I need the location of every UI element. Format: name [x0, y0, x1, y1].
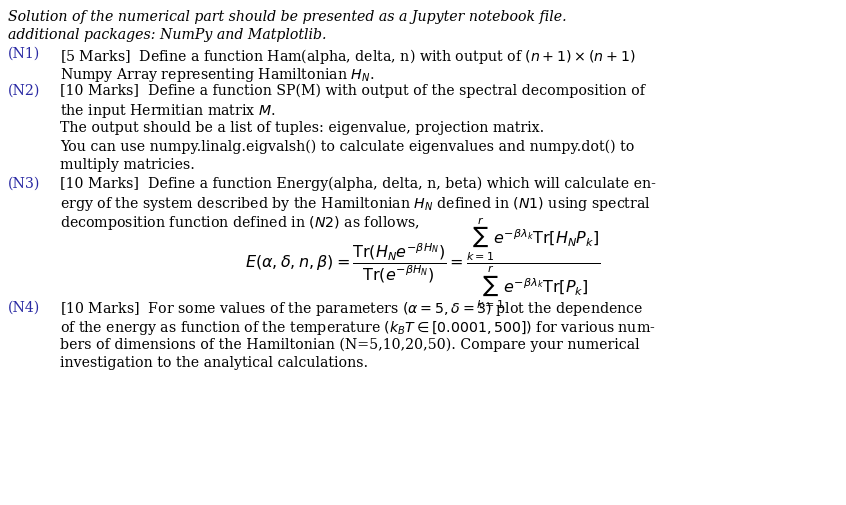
Text: $E(\alpha, \delta, n, \beta) = \dfrac{\mathrm{Tr}(H_N e^{-\beta H_N})}{\mathrm{T: $E(\alpha, \delta, n, \beta) = \dfrac{\m… — [245, 216, 601, 312]
Text: (N2): (N2) — [8, 84, 41, 98]
Text: [10 Marks]  For some values of the parameters $(\alpha=5, \delta=3)$ plot the de: [10 Marks] For some values of the parame… — [60, 300, 644, 319]
Text: [5 Marks]  Define a function Ham(alpha, delta, n) with output of $(n+1)\times(n+: [5 Marks] Define a function Ham(alpha, d… — [60, 47, 635, 66]
Text: additional packages: NumPy and Matplotlib.: additional packages: NumPy and Matplotli… — [8, 28, 327, 42]
Text: decomposition function defined in $(N2)$ as follows,: decomposition function defined in $(N2)$… — [60, 214, 420, 231]
Text: (N1): (N1) — [8, 47, 41, 61]
Text: ergy of the system described by the Hamiltonian $H_N$ defined in $(N1)$ using sp: ergy of the system described by the Hami… — [60, 195, 651, 213]
Text: (N4): (N4) — [8, 300, 41, 315]
Text: [10 Marks]  Define a function Energy(alpha, delta, n, beta) which will calculate: [10 Marks] Define a function Energy(alph… — [60, 177, 656, 191]
Text: investigation to the analytical calculations.: investigation to the analytical calculat… — [60, 356, 368, 370]
Text: bers of dimensions of the Hamiltonian (N=5,10,20,50). Compare your numerical: bers of dimensions of the Hamiltonian (N… — [60, 337, 640, 352]
Text: You can use numpy.linalg.eigvalsh() to calculate eigenvalues and numpy.dot() to: You can use numpy.linalg.eigvalsh() to c… — [60, 139, 635, 154]
Text: (N3): (N3) — [8, 177, 41, 190]
Text: of the energy as function of the temperature $(k_BT\in[0.0001, 500])$ for variou: of the energy as function of the tempera… — [60, 319, 656, 337]
Text: [10 Marks]  Define a function SP(M) with output of the spectral decomposition of: [10 Marks] Define a function SP(M) with … — [60, 84, 645, 98]
Text: the input Hermitian matrix $M$.: the input Hermitian matrix $M$. — [60, 103, 276, 121]
Text: Solution of the numerical part should be presented as a Jupyter notebook file.: Solution of the numerical part should be… — [8, 10, 567, 24]
Text: Numpy Array representing Hamiltonian $H_N$.: Numpy Array representing Hamiltonian $H_… — [60, 66, 375, 83]
Text: multiply matricies.: multiply matricies. — [60, 158, 195, 172]
Text: The output should be a list of tuples: eigenvalue, projection matrix.: The output should be a list of tuples: e… — [60, 121, 544, 135]
